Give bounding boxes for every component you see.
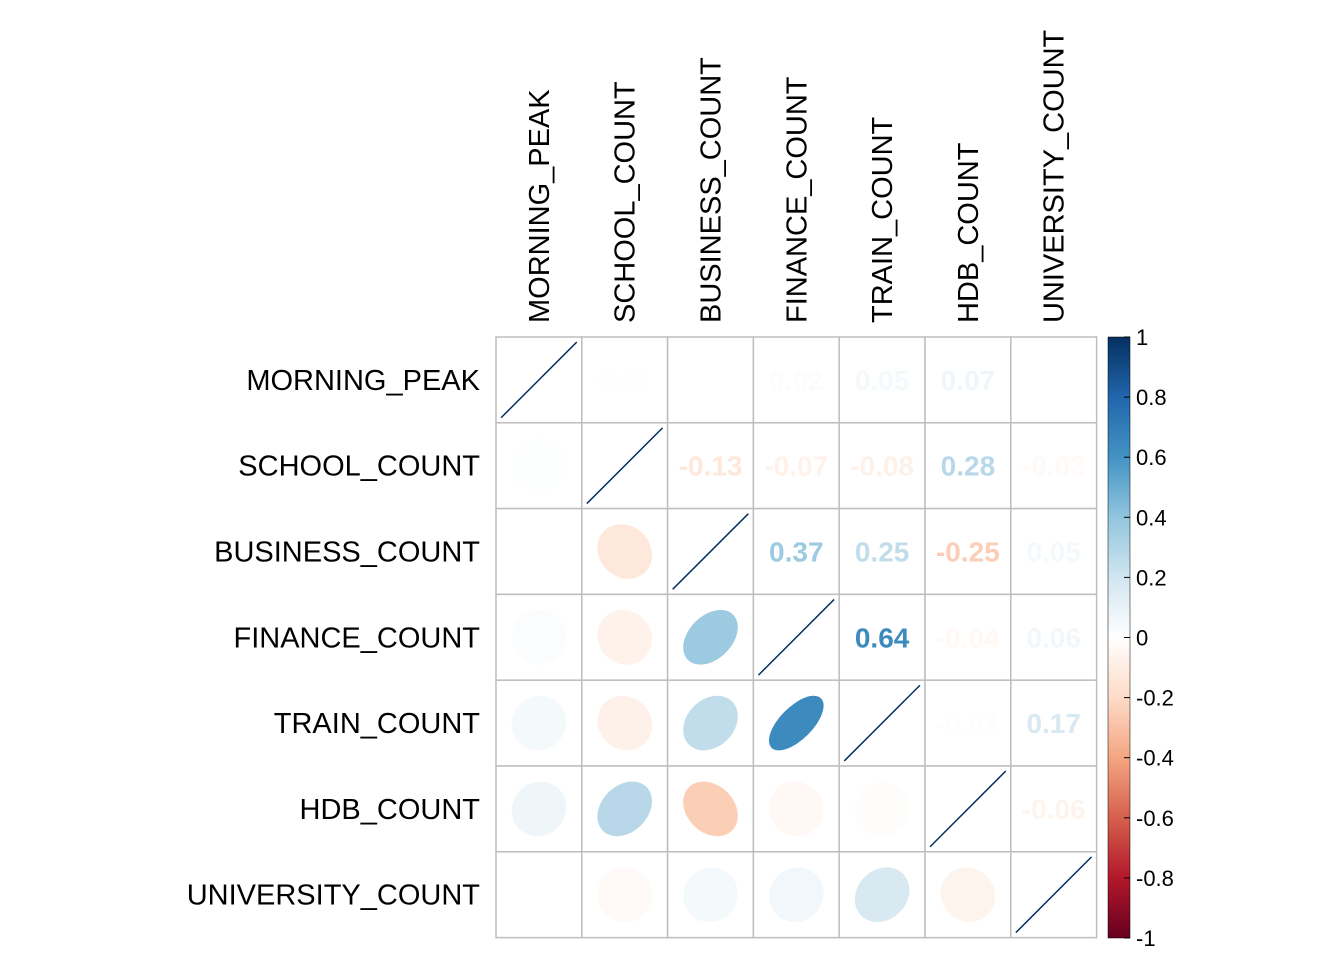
coef-label-MORNING_PEAK-HDB_COUNT: 0.07 bbox=[941, 365, 996, 396]
column-label-TRAIN_COUNT: TRAIN_COUNT bbox=[867, 116, 899, 323]
diagonal-mark-TRAIN_COUNT bbox=[843, 684, 921, 762]
ellipse-HDB_COUNT-BUSINESS_COUNT bbox=[683, 781, 738, 837]
legend-tick-label-6: -0.2 bbox=[1136, 686, 1174, 711]
cell-1-4 bbox=[838, 422, 926, 510]
row-label-FINANCE_COUNT: FINANCE_COUNT bbox=[233, 622, 480, 654]
ellipse-BUSINESS_COUNT-SCHOOL_COUNT bbox=[597, 524, 653, 579]
ellipse-FINANCE_COUNT-MORNING_PEAK bbox=[511, 609, 567, 665]
coef-label-HDB_COUNT-UNIVERSITY_COUNT: -0.06 bbox=[1022, 794, 1086, 825]
column-label-MORNING_PEAK: MORNING_PEAK bbox=[524, 89, 556, 323]
ellipse-UNIVERSITY_COUNT-TRAIN_COUNT bbox=[854, 867, 910, 923]
ellipse-TRAIN_COUNT-SCHOOL_COUNT bbox=[597, 695, 653, 751]
cell-0-1 bbox=[581, 336, 669, 424]
cell-2-6 bbox=[1010, 507, 1098, 596]
diagonal-mark-HDB_COUNT bbox=[929, 770, 1007, 848]
ellipse-HDB_COUNT-FINANCE_COUNT bbox=[768, 781, 824, 837]
row-labels: MORNING_PEAK SCHOOL_COUNT BUSINESS_COUNT FI… bbox=[187, 365, 481, 912]
ellipse-UNIVERSITY_COUNT-MORNING_PEAK bbox=[511, 867, 567, 923]
ellipse-BUSINESS_COUNT-MORNING_PEAK bbox=[511, 524, 567, 579]
diagonal-mark-MORNING_PEAK bbox=[500, 341, 578, 419]
row-label-TRAIN_COUNT: TRAIN_COUNT bbox=[274, 708, 481, 740]
cell-2-5 bbox=[924, 507, 1012, 596]
column-label-UNIVERSITY_COUNT: UNIVERSITY_COUNT bbox=[1039, 29, 1071, 323]
cell-2-4 bbox=[838, 507, 926, 596]
coef-label-SCHOOL_COUNT-UNIVERSITY_COUNT: -0.03 bbox=[1022, 451, 1086, 482]
coef-label-TRAIN_COUNT-UNIVERSITY_COUNT: 0.17 bbox=[1026, 708, 1081, 739]
diagonal-mark-FINANCE_COUNT bbox=[757, 598, 835, 676]
row-label-SCHOOL_COUNT: SCHOOL_COUNT bbox=[238, 451, 480, 483]
coef-label-SCHOOL_COUNT-HDB_COUNT: 0.28 bbox=[941, 451, 996, 482]
cell-0-2 bbox=[666, 336, 755, 424]
column-label-SCHOOL_COUNT: SCHOOL_COUNT bbox=[610, 81, 642, 323]
cell-1-2 bbox=[666, 422, 755, 510]
diagonal-mark-SCHOOL_COUNT bbox=[586, 427, 664, 505]
row-label-MORNING_PEAK: MORNING_PEAK bbox=[246, 365, 480, 397]
ellipse-FINANCE_COUNT-BUSINESS_COUNT bbox=[683, 609, 738, 665]
column-label-BUSINESS_COUNT: BUSINESS_COUNT bbox=[696, 57, 728, 323]
cell-0-5 bbox=[924, 336, 1012, 424]
coef-label-FINANCE_COUNT-HDB_COUNT: -0.04 bbox=[936, 622, 1000, 653]
legend-tick-label-8: -0.6 bbox=[1136, 806, 1174, 831]
coef-label-MORNING_PEAK-SCHOOL_COUNT: 0.01 bbox=[597, 365, 652, 396]
coef-label-SCHOOL_COUNT-FINANCE_COUNT: -0.07 bbox=[764, 451, 828, 482]
cell-3-5 bbox=[924, 593, 1012, 681]
row-label-UNIVERSITY_COUNT: UNIVERSITY_COUNT bbox=[187, 880, 481, 912]
ellipse-TRAIN_COUNT-MORNING_PEAK bbox=[511, 695, 567, 751]
ellipse-FINANCE_COUNT-SCHOOL_COUNT bbox=[597, 609, 653, 665]
ellipse-HDB_COUNT-TRAIN_COUNT bbox=[854, 781, 910, 837]
diagonal-mark-UNIVERSITY_COUNT bbox=[1015, 856, 1093, 934]
legend-tick-label-4: 0.2 bbox=[1136, 565, 1167, 590]
glyph-layer: 0.01 0 0.02 0.05 0.07 0 -0.13 -0.07 -0.08 0.28 -0.… bbox=[500, 341, 1093, 934]
ellipse-TRAIN_COUNT-BUSINESS_COUNT bbox=[683, 695, 738, 751]
legend-tick-label-3: 0.4 bbox=[1136, 505, 1167, 530]
coef-label-TRAIN_COUNT-HDB_COUNT: -0.01 bbox=[936, 708, 1000, 739]
coef-label-FINANCE_COUNT-UNIVERSITY_COUNT: 0.06 bbox=[1026, 622, 1081, 653]
diagonal-mark-BUSINESS_COUNT bbox=[672, 513, 749, 590]
ellipse-UNIVERSITY_COUNT-FINANCE_COUNT bbox=[768, 867, 824, 923]
coef-label-BUSINESS_COUNT-FINANCE_COUNT: 0.37 bbox=[769, 537, 824, 568]
coef-label-SCHOOL_COUNT-BUSINESS_COUNT: -0.13 bbox=[679, 451, 743, 482]
column-label-HDB_COUNT: HDB_COUNT bbox=[953, 142, 985, 323]
legend-tick-label-2: 0.6 bbox=[1136, 445, 1167, 470]
legend-tick-label-5: 0 bbox=[1136, 626, 1148, 651]
ellipse-HDB_COUNT-MORNING_PEAK bbox=[511, 781, 567, 837]
legend-tick-label-9: -0.8 bbox=[1136, 866, 1174, 891]
legend-tick-label-10: -1 bbox=[1136, 926, 1156, 951]
cell-1-0 bbox=[495, 422, 583, 510]
cell-5-3 bbox=[752, 765, 840, 853]
legend-tick-label-0: 1 bbox=[1136, 325, 1148, 350]
ellipse-UNIVERSITY_COUNT-HDB_COUNT bbox=[940, 867, 996, 923]
cell-5-6 bbox=[1010, 765, 1098, 853]
ellipse-UNIVERSITY_COUNT-BUSINESS_COUNT bbox=[683, 867, 738, 923]
row-label-HDB_COUNT: HDB_COUNT bbox=[300, 794, 481, 826]
cell-1-6 bbox=[1010, 422, 1098, 510]
coef-label-MORNING_PEAK-TRAIN_COUNT: 0.05 bbox=[855, 365, 910, 396]
coef-label-MORNING_PEAK-FINANCE_COUNT: 0.02 bbox=[769, 365, 824, 396]
cell-2-3 bbox=[752, 507, 840, 596]
coef-label-MORNING_PEAK-BUSINESS_COUNT: 0 bbox=[703, 365, 719, 396]
row-label-BUSINESS_COUNT: BUSINESS_COUNT bbox=[214, 537, 480, 569]
coef-label-BUSINESS_COUNT-TRAIN_COUNT: 0.25 bbox=[855, 537, 910, 568]
coef-label-SCHOOL_COUNT-TRAIN_COUNT: -0.08 bbox=[850, 451, 914, 482]
coef-label-FINANCE_COUNT-TRAIN_COUNT: 0.64 bbox=[855, 622, 910, 653]
ellipse-SCHOOL_COUNT-MORNING_PEAK bbox=[511, 438, 567, 494]
coef-label-BUSINESS_COUNT-HDB_COUNT: -0.25 bbox=[936, 537, 1000, 568]
color-legend: 1 0.8 0.6 0.4 0.2 0 -0.2 -0.4 -0.6 -0.8 -1 bbox=[1107, 325, 1174, 951]
cell-3-6 bbox=[1010, 593, 1098, 681]
ellipse-TRAIN_COUNT-FINANCE_COUNT bbox=[768, 695, 824, 751]
column-labels: MORNING_PEAK SCHOOL_COUNT BUSINESS_COUNT FI… bbox=[524, 29, 1071, 323]
legend-tick-label-1: 0.8 bbox=[1136, 385, 1167, 410]
column-label-FINANCE_COUNT: FINANCE_COUNT bbox=[781, 76, 813, 323]
legend-tick-label-7: -0.4 bbox=[1136, 746, 1174, 771]
ellipse-HDB_COUNT-SCHOOL_COUNT bbox=[597, 781, 653, 837]
grid-layer bbox=[495, 336, 1098, 939]
cell-3-0 bbox=[495, 593, 583, 681]
coef-label-MORNING_PEAK-UNIVERSITY_COUNT: 0 bbox=[1046, 365, 1062, 396]
ellipse-UNIVERSITY_COUNT-SCHOOL_COUNT bbox=[597, 867, 653, 923]
coef-label-BUSINESS_COUNT-UNIVERSITY_COUNT: 0.05 bbox=[1026, 537, 1081, 568]
